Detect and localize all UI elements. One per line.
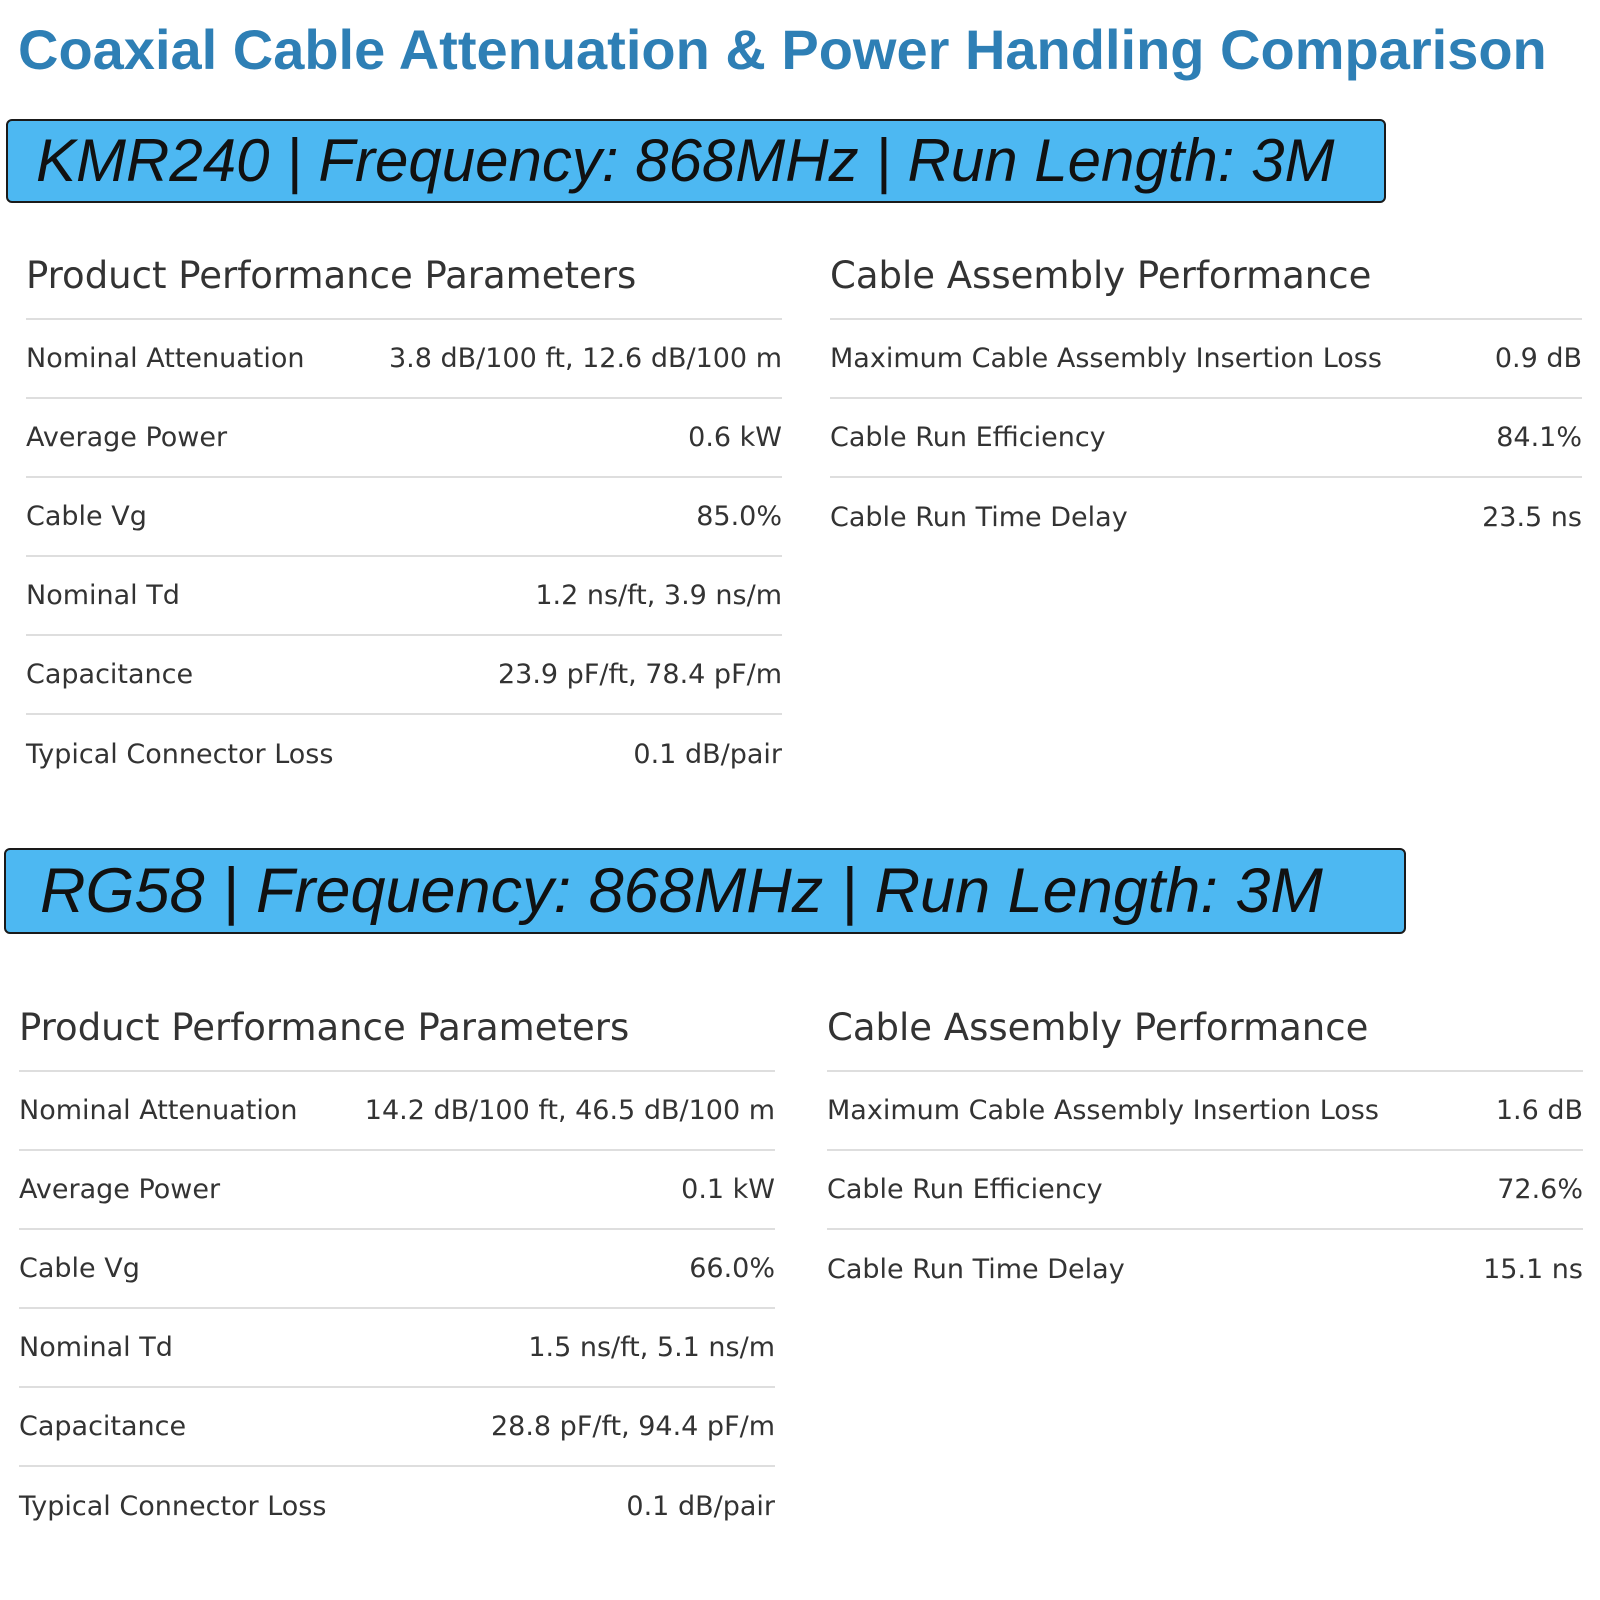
row-label: Nominal Td [26, 580, 180, 611]
row-label: Cable Run Efficiency [827, 1174, 1103, 1205]
panel-heading: Cable Assembly Performance [830, 254, 1582, 320]
assembly-performance-panel: Cable Assembly Performance Maximum Cable… [830, 254, 1582, 557]
row-label: Cable Run Time Delay [827, 1254, 1125, 1285]
row-label: Typical Connector Loss [19, 1491, 327, 1522]
row-value: 85.0% [696, 501, 782, 532]
row-label: Average Power [26, 422, 228, 453]
row-value: 84.1% [1496, 422, 1582, 453]
cable-banner-kmr240: KMR240 | Frequency: 868MHz | Run Length:… [6, 119, 1386, 203]
row-label: Nominal Td [19, 1332, 173, 1363]
panel-heading: Product Performance Parameters [19, 1006, 775, 1072]
row-value: 23.5 ns [1482, 502, 1582, 533]
row-value: 14.2 dB/100 ft, 46.5 dB/100 m [364, 1095, 775, 1126]
table-row: Typical Connector Loss 0.1 dB/pair [26, 715, 782, 794]
table-row: Capacitance 23.9 pF/ft, 78.4 pF/m [26, 636, 782, 715]
cable-banner-rg58: RG58 | Frequency: 868MHz | Run Length: 3… [4, 848, 1406, 934]
row-value: 3.8 dB/100 ft, 12.6 dB/100 m [388, 343, 782, 374]
row-value: 0.1 dB/pair [633, 739, 782, 770]
row-label: Maximum Cable Assembly Insertion Loss [830, 343, 1382, 374]
table-row: Nominal Attenuation 14.2 dB/100 ft, 46.5… [19, 1072, 775, 1151]
table-row: Maximum Cable Assembly Insertion Loss 0.… [830, 320, 1582, 399]
row-value: 0.1 kW [681, 1174, 775, 1205]
table-row: Average Power 0.1 kW [19, 1151, 775, 1230]
row-label: Cable Vg [26, 501, 147, 532]
row-label: Average Power [19, 1174, 221, 1205]
row-label: Typical Connector Loss [26, 739, 334, 770]
table-row: Typical Connector Loss 0.1 dB/pair [19, 1467, 775, 1546]
row-label: Cable Vg [19, 1253, 140, 1284]
row-value: 72.6% [1497, 1174, 1583, 1205]
row-value: 1.6 dB [1495, 1095, 1583, 1126]
panel-heading: Product Performance Parameters [26, 254, 782, 320]
row-label: Nominal Attenuation [19, 1095, 298, 1126]
row-label: Capacitance [19, 1411, 187, 1442]
row-value: 15.1 ns [1483, 1254, 1583, 1285]
row-value: 1.2 ns/ft, 3.9 ns/m [535, 580, 782, 611]
table-row: Cable Run Efficiency 84.1% [830, 399, 1582, 478]
table-row: Cable Run Time Delay 23.5 ns [830, 478, 1582, 557]
row-value: 0.6 kW [688, 422, 782, 453]
table-row: Cable Vg 85.0% [26, 478, 782, 557]
table-row: Cable Vg 66.0% [19, 1230, 775, 1309]
row-value: 0.1 dB/pair [626, 1491, 775, 1522]
table-row: Capacitance 28.8 pF/ft, 94.4 pF/m [19, 1388, 775, 1467]
row-value: 28.8 pF/ft, 94.4 pF/m [490, 1411, 775, 1442]
assembly-performance-panel: Cable Assembly Performance Maximum Cable… [827, 1006, 1583, 1309]
row-label: Capacitance [26, 659, 194, 690]
page-title: Coaxial Cable Attenuation & Power Handli… [18, 18, 1547, 81]
row-value: 1.5 ns/ft, 5.1 ns/m [528, 1332, 775, 1363]
table-row: Nominal Td 1.2 ns/ft, 3.9 ns/m [26, 557, 782, 636]
row-label: Maximum Cable Assembly Insertion Loss [827, 1095, 1379, 1126]
row-label: Cable Run Efficiency [830, 422, 1106, 453]
row-value: 66.0% [689, 1253, 775, 1284]
row-label: Cable Run Time Delay [830, 502, 1128, 533]
table-row: Nominal Attenuation 3.8 dB/100 ft, 12.6 … [26, 320, 782, 399]
table-row: Average Power 0.6 kW [26, 399, 782, 478]
row-value: 23.9 pF/ft, 78.4 pF/m [497, 659, 782, 690]
table-row: Nominal Td 1.5 ns/ft, 5.1 ns/m [19, 1309, 775, 1388]
product-parameters-panel: Product Performance Parameters Nominal A… [19, 1006, 775, 1546]
table-row: Cable Run Time Delay 15.1 ns [827, 1230, 1583, 1309]
row-value: 0.9 dB [1494, 343, 1582, 374]
row-label: Nominal Attenuation [26, 343, 305, 374]
product-parameters-panel: Product Performance Parameters Nominal A… [26, 254, 782, 794]
table-row: Cable Run Efficiency 72.6% [827, 1151, 1583, 1230]
table-row: Maximum Cable Assembly Insertion Loss 1.… [827, 1072, 1583, 1151]
panel-heading: Cable Assembly Performance [827, 1006, 1583, 1072]
